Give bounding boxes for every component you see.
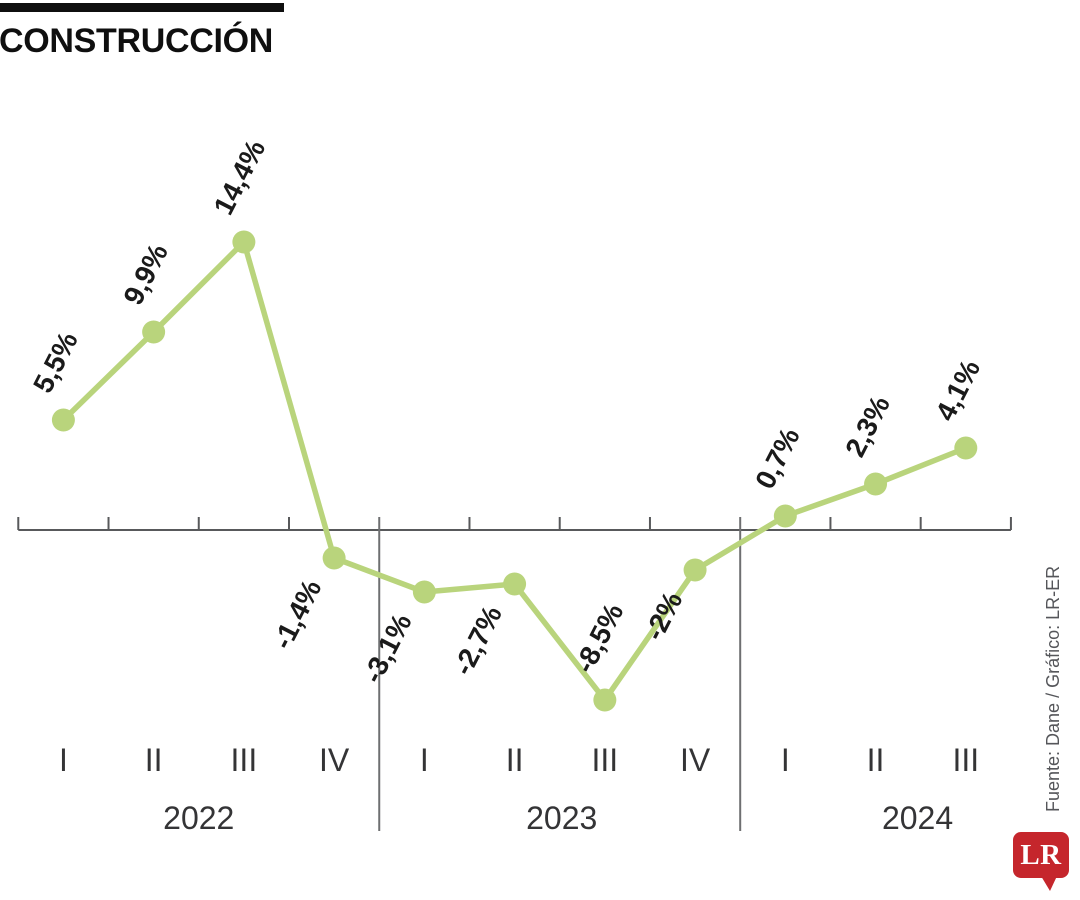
logo-tail-icon: [1041, 876, 1057, 891]
quarter-label: I: [781, 742, 790, 778]
value-label: 2,3%: [839, 391, 896, 462]
quarter-label: III: [952, 742, 979, 778]
value-label: 4,1%: [930, 355, 987, 426]
year-label: 2023: [526, 800, 597, 836]
trend-line: [60, 239, 969, 703]
data-point: [322, 546, 346, 570]
logo-text: LR: [1020, 838, 1062, 871]
data-point: [593, 688, 617, 712]
data-point: [773, 504, 797, 528]
year-label: 2024: [882, 800, 953, 836]
data-point: [683, 558, 707, 582]
data-point: [954, 436, 978, 460]
lr-logo: LR: [1013, 832, 1069, 891]
data-point: [503, 572, 527, 596]
quarter-label: II: [145, 742, 163, 778]
chart-title: CONSTRUCCIÓN: [0, 22, 274, 60]
quarter-label: IV: [319, 742, 350, 778]
quarter-label: III: [231, 742, 258, 778]
value-label: -2,7%: [447, 601, 508, 680]
value-label: -1,4%: [267, 575, 328, 654]
data-point: [51, 408, 75, 432]
value-label: -8,5%: [569, 598, 630, 677]
title-accent-bar: [0, 3, 284, 12]
value-label: 5,5%: [27, 327, 84, 398]
quarter-label: II: [506, 742, 524, 778]
value-label: 0,7%: [749, 423, 806, 494]
data-point: [864, 472, 888, 496]
value-label: 9,9%: [117, 239, 174, 310]
quarter-label: I: [420, 742, 429, 778]
data-point: [412, 580, 436, 604]
quarter-label: II: [867, 742, 885, 778]
quarter-label: IV: [680, 742, 711, 778]
quarter-label: I: [59, 742, 68, 778]
data-point: [142, 320, 166, 344]
value-label: 14,4%: [208, 135, 272, 220]
data-point: [232, 230, 256, 254]
year-label: 2022: [163, 800, 234, 836]
value-label: -3,1%: [357, 609, 418, 688]
source-credit: Fuente: Dane / Gráfico: LR-ER: [1043, 565, 1063, 812]
quarter-label: III: [592, 742, 619, 778]
